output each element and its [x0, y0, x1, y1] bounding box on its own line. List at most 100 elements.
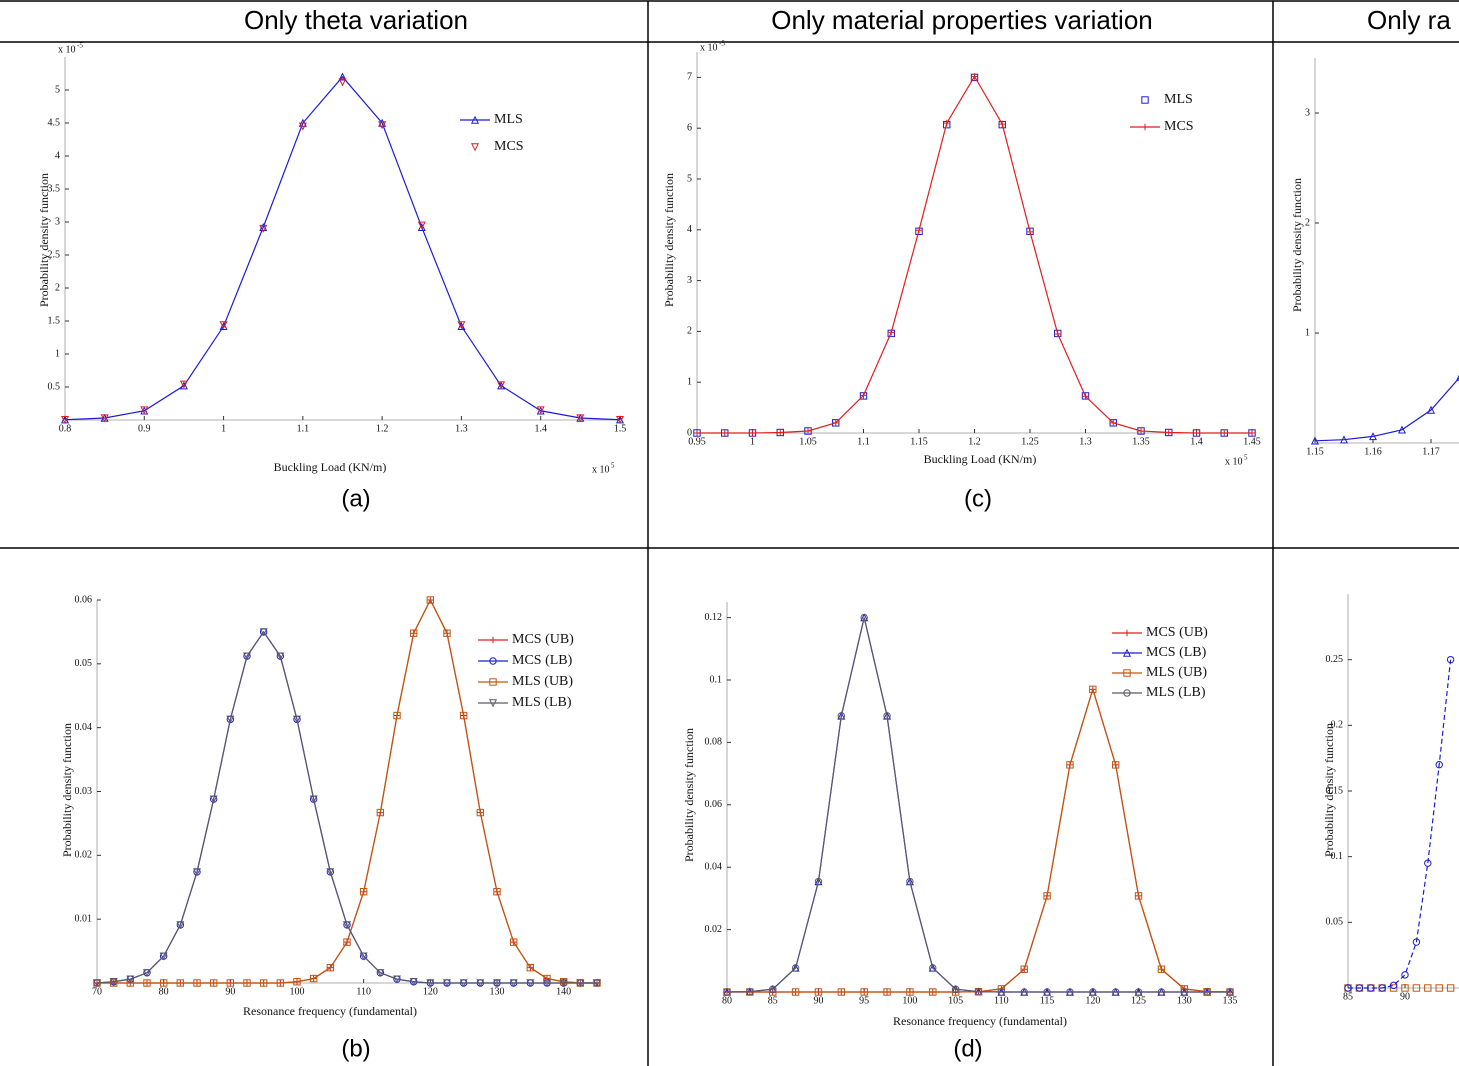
- y-tick-label: 5: [687, 173, 692, 184]
- x-tick-label: 0.8: [59, 423, 72, 434]
- y-tick-label: 0.03: [75, 786, 93, 797]
- legend-marker: [1141, 123, 1149, 131]
- data-point: [943, 119, 950, 127]
- y-tick-label: 0.08: [705, 737, 723, 748]
- data-point: [1180, 988, 1188, 996]
- data-point: [259, 628, 268, 637]
- data-point: [142, 969, 152, 978]
- legend-marker: [489, 657, 497, 665]
- data-point: [509, 938, 518, 946]
- y-tick-label: 2: [1305, 217, 1310, 228]
- x-axis-label: Buckling Load (KN/m): [924, 452, 1037, 466]
- data-point: [1026, 228, 1034, 236]
- x-tick-label: 1.25: [1021, 436, 1039, 447]
- data-point: [60, 416, 70, 425]
- data-point: [814, 877, 823, 886]
- y-tick-label: 0.01: [75, 913, 93, 924]
- y-tick-label: 4.5: [48, 117, 61, 128]
- data-point: [126, 975, 135, 984]
- data-point: [100, 414, 109, 423]
- x-tick-label: 85: [768, 995, 778, 1006]
- legend-label: MCS (LB): [512, 653, 573, 668]
- data-point: [693, 429, 701, 437]
- y-tick-label: 2.5: [48, 249, 61, 260]
- data-point: [1412, 984, 1421, 992]
- legend-label: MLS (LB): [512, 695, 572, 710]
- data-point: [209, 795, 218, 804]
- data-point: [915, 227, 923, 234]
- data-point: [723, 988, 731, 996]
- data-point: [109, 979, 118, 987]
- data-point: [259, 222, 268, 231]
- x-tick-label: 1.1: [857, 436, 870, 447]
- data-point: [804, 427, 812, 435]
- data-point: [242, 652, 252, 661]
- data-point: [1111, 988, 1120, 996]
- legend-marker: [489, 636, 497, 644]
- data-point: [883, 988, 891, 996]
- data-point: [326, 868, 335, 877]
- x-tick-label: 125: [1131, 995, 1146, 1006]
- legend-label: MCS (LB): [1146, 645, 1207, 660]
- data-point: [426, 979, 435, 988]
- data-point: [860, 392, 867, 399]
- data-point: [929, 988, 937, 996]
- data-point: [542, 979, 552, 988]
- data-point: [837, 712, 846, 720]
- data-point: [159, 979, 168, 987]
- y-tick-label: 1: [55, 348, 60, 359]
- data-point: [1446, 655, 1455, 664]
- legend-marker: [470, 115, 480, 124]
- y-axis-label: Probability density function: [682, 728, 696, 862]
- legend-label: MLS (LB): [1146, 685, 1206, 700]
- data-point: [615, 415, 625, 424]
- series-line: [726, 617, 1230, 993]
- data-point: [92, 979, 102, 988]
- series-line: [96, 630, 597, 984]
- x-tick-label: 130: [490, 986, 505, 997]
- y-tick-label: 0.2: [1331, 720, 1344, 731]
- data-point: [1020, 965, 1028, 973]
- x-axis-label: Buckling Load (KN/m): [274, 460, 387, 474]
- data-point: [883, 712, 891, 720]
- data-point: [409, 978, 418, 987]
- legend-marker: [1123, 689, 1131, 697]
- data-point: [476, 808, 485, 817]
- data-point: [791, 988, 800, 996]
- x-tick-label: 1.16: [1364, 446, 1382, 457]
- y-tick-label: 2: [55, 282, 60, 293]
- y-tick-label: 1: [687, 376, 692, 387]
- legend-marker: [489, 678, 497, 686]
- x-tick-label: 120: [423, 986, 438, 997]
- data-point: [721, 429, 728, 437]
- x-tick-label: 110: [994, 995, 1009, 1006]
- data-point: [338, 78, 347, 87]
- axis-multiplier-exponent: -5: [77, 42, 83, 50]
- y-tick-label: 0.04: [705, 861, 723, 872]
- data-point: [576, 979, 585, 988]
- data-point: [1367, 984, 1375, 992]
- x-tick-label: 1.35: [1132, 436, 1150, 447]
- x-tick-label: 1.4: [534, 423, 547, 434]
- data-point: [393, 711, 401, 720]
- x-tick-label: 1.05: [799, 436, 817, 447]
- x-tick-label: 85: [1343, 991, 1353, 1002]
- x-tick-label: 80: [159, 986, 169, 997]
- series-line: [97, 598, 597, 984]
- y-axis-label: Probability density function: [1290, 178, 1304, 312]
- data-point: [1043, 988, 1051, 996]
- data-point: [769, 985, 777, 993]
- y-tick-label: 0: [687, 427, 692, 438]
- data-point: [417, 221, 426, 230]
- data-point: [860, 613, 868, 622]
- legend-marker: [470, 143, 480, 152]
- data-point: [1248, 429, 1256, 437]
- y-tick-label: 0.1: [710, 674, 723, 685]
- data-point: [543, 974, 551, 983]
- legend-marker: [1122, 648, 1132, 657]
- data-point: [226, 979, 235, 987]
- data-point: [929, 964, 937, 972]
- data-point: [559, 979, 568, 988]
- column-header: Only theta variation: [244, 5, 468, 35]
- x-tick-label: 1.5: [614, 423, 627, 434]
